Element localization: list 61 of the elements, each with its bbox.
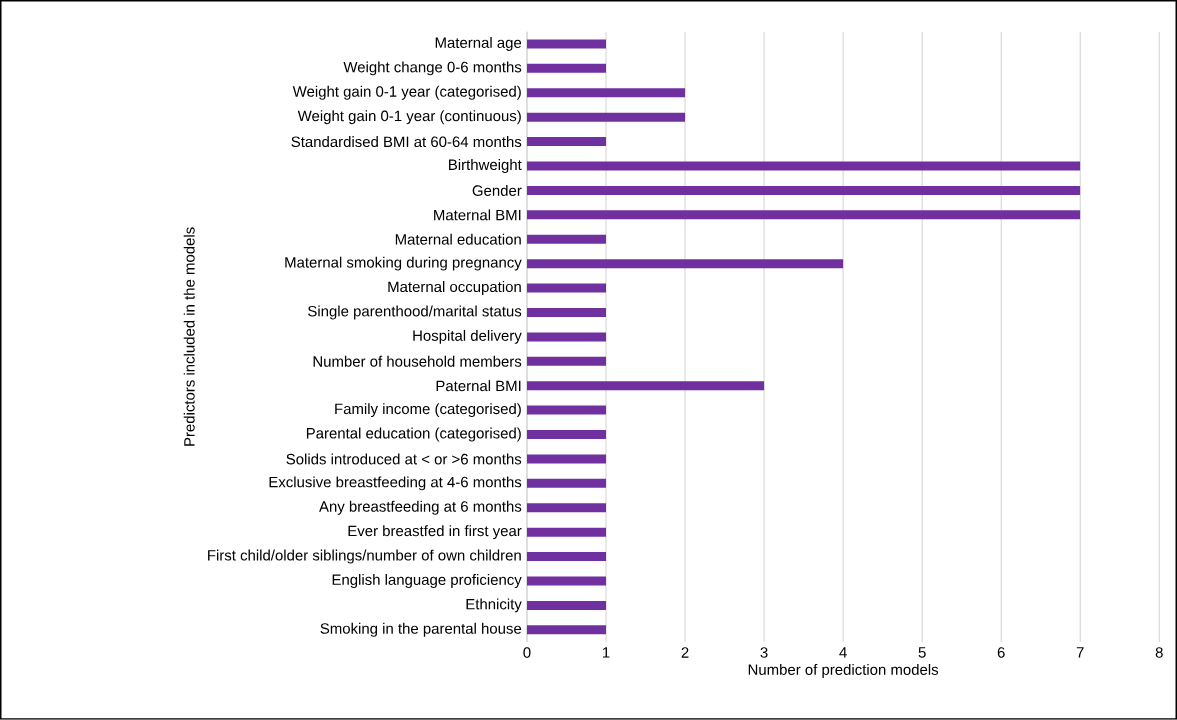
y-tick-label: Gender xyxy=(472,185,522,196)
bar xyxy=(526,576,607,586)
x-tick-label: 8 xyxy=(1155,647,1163,658)
bar xyxy=(526,112,686,122)
bar xyxy=(526,63,607,73)
bar xyxy=(526,259,844,269)
bar xyxy=(526,405,607,415)
x-tick-label: 4 xyxy=(839,647,847,658)
bar xyxy=(526,137,607,147)
bar xyxy=(526,283,607,293)
y-tick-label: Hospital delivery xyxy=(413,330,522,344)
y-tick-label: First child/older siblings/number of own children xyxy=(208,549,521,564)
bar xyxy=(526,332,607,342)
bar xyxy=(526,356,607,366)
y-tick-label: Weight gain 0-1 year (categorised) xyxy=(292,85,521,100)
y-tick-label: Solids introduced at < or >6 months xyxy=(286,453,522,465)
x-tick-label: 7 xyxy=(1076,647,1084,658)
y-tick-label: Ever breastfed in first year xyxy=(348,525,522,540)
y-tick-label: Ethnicity xyxy=(466,598,522,613)
bar xyxy=(526,478,607,488)
y-tick-label: Maternal BMI xyxy=(434,209,521,221)
bar xyxy=(526,454,607,464)
bar xyxy=(526,186,1081,196)
y-tick-label: Parental education (categorised) xyxy=(306,427,521,442)
y-tick-label: Single parenthood/marital status xyxy=(308,305,522,320)
y-tick-label: Maternal age xyxy=(435,37,522,52)
y-tick-label: Maternal smoking during pregnancy xyxy=(285,256,522,271)
y-tick-label: Birthweight xyxy=(449,159,522,174)
bar xyxy=(526,381,765,391)
bar xyxy=(526,308,607,318)
bar xyxy=(526,430,607,440)
x-tick-label: 6 xyxy=(997,647,1005,658)
y-tick-label: Exclusive breastfeeding at 4-6 months xyxy=(269,476,522,491)
bar xyxy=(526,39,607,49)
bar xyxy=(526,161,1081,171)
bar xyxy=(526,625,607,635)
y-tick-label: Family income (categorised) xyxy=(335,403,521,418)
x-axis-title: Number of prediction models xyxy=(748,664,939,678)
x-tick-label: 1 xyxy=(603,647,610,658)
x-tick-label: 0 xyxy=(523,647,531,658)
y-tick-label: Number of household members xyxy=(313,355,522,367)
y-axis-title: Predictors included in the models xyxy=(183,227,195,446)
bar xyxy=(526,210,1081,220)
y-tick-label: Maternal occupation xyxy=(388,281,521,296)
bar xyxy=(526,552,607,562)
y-tick-label: Weight gain 0-1 year (continuous) xyxy=(297,110,521,125)
bar xyxy=(526,601,607,610)
y-tick-label: Any breastfeeding at 6 months xyxy=(319,500,522,515)
y-tick-label: Maternal education xyxy=(395,233,521,245)
x-tick-label: 5 xyxy=(918,647,926,658)
bar xyxy=(526,234,607,244)
bar xyxy=(526,88,686,98)
x-tick-label: 3 xyxy=(760,647,768,658)
y-tick-label: Paternal BMI xyxy=(436,380,521,392)
y-tick-label: Weight change 0-6 months xyxy=(343,61,522,76)
y-tick-label: Standardised BMI at 60-64 months xyxy=(291,136,522,148)
x-tick-label: 2 xyxy=(681,647,689,658)
bar xyxy=(526,503,607,513)
y-tick-label: Smoking in the parental house xyxy=(320,622,522,637)
bar xyxy=(526,527,607,537)
y-tick-label: English language proficiency xyxy=(332,574,522,589)
